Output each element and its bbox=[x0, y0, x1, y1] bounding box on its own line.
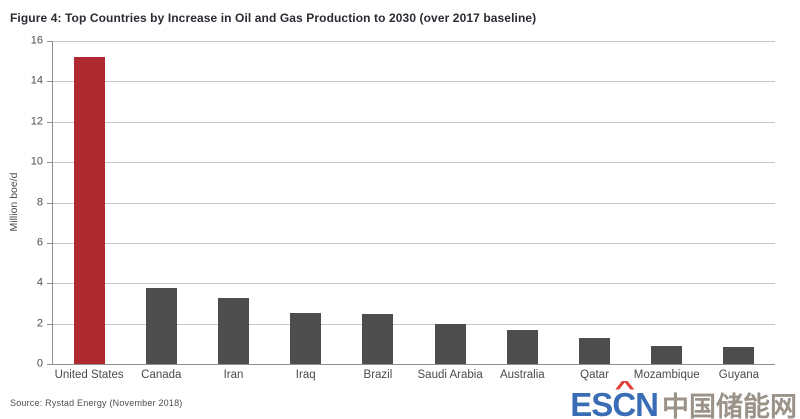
bar-guyana bbox=[723, 346, 755, 364]
y-tick-mark bbox=[47, 283, 53, 285]
y-tick-mark bbox=[47, 364, 53, 365]
y-tick-label: 16 bbox=[30, 34, 43, 47]
x-tick-label: Iraq bbox=[295, 369, 316, 381]
plot-area: United States Canada Iran Iraq Brazil Saudi A… bbox=[31, 35, 775, 381]
y-tick-label: 4 bbox=[36, 276, 43, 289]
y-tick-mark bbox=[47, 121, 53, 123]
x-tick-label: Australia bbox=[499, 369, 545, 381]
bar-australia bbox=[506, 329, 538, 364]
escn-logo-c: ^ C bbox=[612, 378, 636, 419]
escn-logo-chinese: 中国储能网 bbox=[662, 392, 797, 419]
gridline bbox=[53, 242, 775, 244]
bar-iran bbox=[218, 298, 249, 364]
bar-qatar bbox=[579, 337, 611, 364]
escn-logo-latin: ES ^ C N bbox=[570, 378, 659, 419]
bar-canada bbox=[145, 288, 177, 364]
gridline bbox=[53, 121, 775, 123]
escn-logo-n: N bbox=[635, 386, 659, 419]
x-tick-label: Saudi Arabia bbox=[417, 369, 483, 381]
gridline bbox=[53, 162, 775, 164]
escn-logo-es: ES bbox=[570, 386, 613, 419]
x-tick-label: Mozambique bbox=[633, 369, 700, 381]
bar-slot: Iran bbox=[197, 41, 269, 381]
figure-title: Figure 4: Top Countries by Increase in O… bbox=[10, 11, 537, 25]
y-tick-label: 10 bbox=[30, 155, 43, 168]
escn-watermark: ES ^ C N 中国储能网 bbox=[570, 378, 797, 419]
y-tick-mark bbox=[47, 323, 53, 325]
bar-saudi-arabia bbox=[434, 323, 466, 364]
y-tick-label: 2 bbox=[36, 317, 43, 330]
escn-caret-accent: ^ bbox=[614, 376, 635, 399]
y-tick-mark bbox=[47, 41, 53, 42]
bar-slot: Canada bbox=[125, 41, 197, 381]
bar-mozambique bbox=[651, 345, 683, 364]
bar-brazil bbox=[362, 313, 394, 364]
bar-slot: Guyana bbox=[703, 41, 775, 381]
bar-slot: Iraq bbox=[270, 41, 342, 381]
x-tick-label: Canada bbox=[141, 369, 182, 381]
x-tick-label: United States bbox=[54, 369, 124, 381]
gridline bbox=[53, 323, 775, 325]
bar-slot: Brazil bbox=[342, 41, 414, 381]
y-tick-mark bbox=[47, 202, 53, 204]
x-tick-label: Guyana bbox=[718, 369, 760, 381]
y-tick-label: 6 bbox=[36, 236, 43, 249]
y-tick-mark bbox=[47, 162, 53, 164]
bar-slot: Qatar bbox=[558, 41, 630, 381]
y-tick-mark bbox=[47, 81, 53, 83]
y-tick-mark bbox=[47, 242, 53, 244]
bars-row: United States Canada Iran Iraq Brazil Saudi A… bbox=[53, 41, 775, 381]
y-tick-label: 12 bbox=[30, 115, 43, 128]
bar-united-states bbox=[73, 57, 105, 364]
gridline bbox=[53, 41, 775, 42]
bar-slot: United States bbox=[53, 41, 125, 381]
y-tick-label: 0 bbox=[36, 357, 43, 370]
y-tick-label: 14 bbox=[30, 74, 43, 87]
bar-iraq bbox=[290, 312, 322, 364]
gridline bbox=[53, 81, 775, 83]
x-tick-label: Iran bbox=[223, 369, 244, 381]
x-tick-label: Qatar bbox=[580, 369, 609, 381]
gridline bbox=[53, 283, 775, 285]
y-tick-label: 8 bbox=[36, 196, 43, 208]
source-note: Source: Rystad Energy (November 2018) bbox=[10, 398, 183, 408]
bar-slot: Mozambique bbox=[631, 41, 703, 381]
gridline bbox=[53, 202, 775, 204]
bar-slot: Saudi Arabia bbox=[414, 41, 486, 381]
x-tick-label: Brazil bbox=[363, 369, 393, 381]
escn-logo-c-glyph: C bbox=[612, 386, 636, 419]
bar-slot: Australia bbox=[486, 41, 558, 381]
